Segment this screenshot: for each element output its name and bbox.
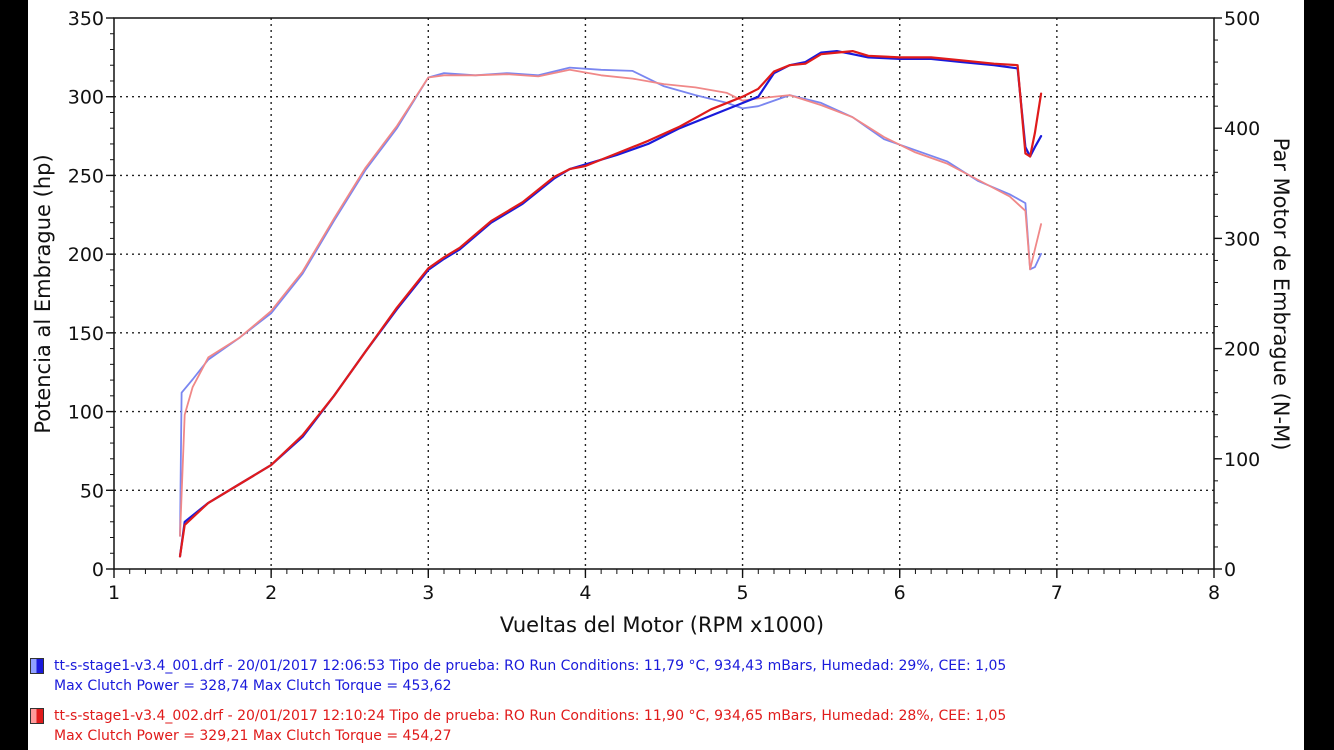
y-right-tick-label: 0 xyxy=(1224,559,1236,581)
y-left-tick-label: 0 xyxy=(92,559,104,581)
legend-swatch-run-1 xyxy=(30,658,44,674)
y-right-tick-label: 100 xyxy=(1224,449,1260,471)
power-line-run-2 xyxy=(178,49,1043,558)
legend-run-1-max: Max Clutch Power = 328,74 Max Clutch Tor… xyxy=(54,678,452,694)
legend-run-2-max: Max Clutch Power = 329,21 Max Clutch Tor… xyxy=(54,728,452,744)
legend-entry-run-1: tt-s-stage1-v3.4_001.drf - 20/01/2017 12… xyxy=(28,656,1304,696)
power-line-run-1 xyxy=(178,49,1043,558)
y-left-tick-label: 200 xyxy=(68,244,104,266)
x-tick-label: 3 xyxy=(422,582,434,604)
grid xyxy=(114,18,1214,569)
legend-run-2-details: tt-s-stage1-v3.4_002.drf - 20/01/2017 12… xyxy=(54,708,1007,724)
x-tick-label: 1 xyxy=(108,582,120,604)
torque-line-run-2 xyxy=(179,68,1042,537)
x-axis-title: Vueltas del Motor (RPM x1000) xyxy=(500,613,824,637)
y-axis-left-title: Potencia al Embrague (hp) xyxy=(31,154,55,433)
x-tick-label: 4 xyxy=(579,582,591,604)
legend-swatch-run-2 xyxy=(30,708,44,724)
legend-run-1-details: tt-s-stage1-v3.4_001.drf - 20/01/2017 12… xyxy=(54,658,1007,674)
y-left-tick-label: 150 xyxy=(68,323,104,345)
x-tick-label: 6 xyxy=(894,582,906,604)
y-left-tick-label: 100 xyxy=(68,402,104,424)
y-left-tick-label: 250 xyxy=(68,165,104,187)
y-left-tick-label: 50 xyxy=(80,480,104,502)
y-left-tick-label: 300 xyxy=(68,87,104,109)
y-right-tick-label: 200 xyxy=(1224,339,1260,361)
dyno-chart: 1 2 3 4 5 6 7 805010015020025030035001002003004… xyxy=(31,8,1293,637)
dyno-report: 1 2 3 4 5 6 7 8 0 50 100 150 200 250 300 350 0 100 200 300 4… xyxy=(28,0,1304,750)
x-tick-label: 5 xyxy=(737,582,749,604)
y-axis-right-title: Par Motor de Embrague (N-M) xyxy=(1269,138,1293,451)
x-tick-label: 2 xyxy=(265,582,277,604)
x-tick-label: 8 xyxy=(1208,582,1220,604)
series-layer xyxy=(178,49,1043,558)
plot-frame xyxy=(113,17,1215,570)
torque-line-run-1 xyxy=(179,66,1042,537)
legend-entry-run-2: tt-s-stage1-v3.4_002.drf - 20/01/2017 12… xyxy=(28,706,1304,746)
y-right-tick-label: 500 xyxy=(1224,8,1260,30)
y-right-tick-label: 300 xyxy=(1224,228,1260,250)
axes: 1 2 3 4 5 6 7 805010015020025030035001002003004… xyxy=(68,8,1261,604)
y-left-tick-label: 350 xyxy=(68,8,104,30)
y-right-tick-label: 400 xyxy=(1224,118,1260,140)
x-tick-label: 7 xyxy=(1051,582,1063,604)
